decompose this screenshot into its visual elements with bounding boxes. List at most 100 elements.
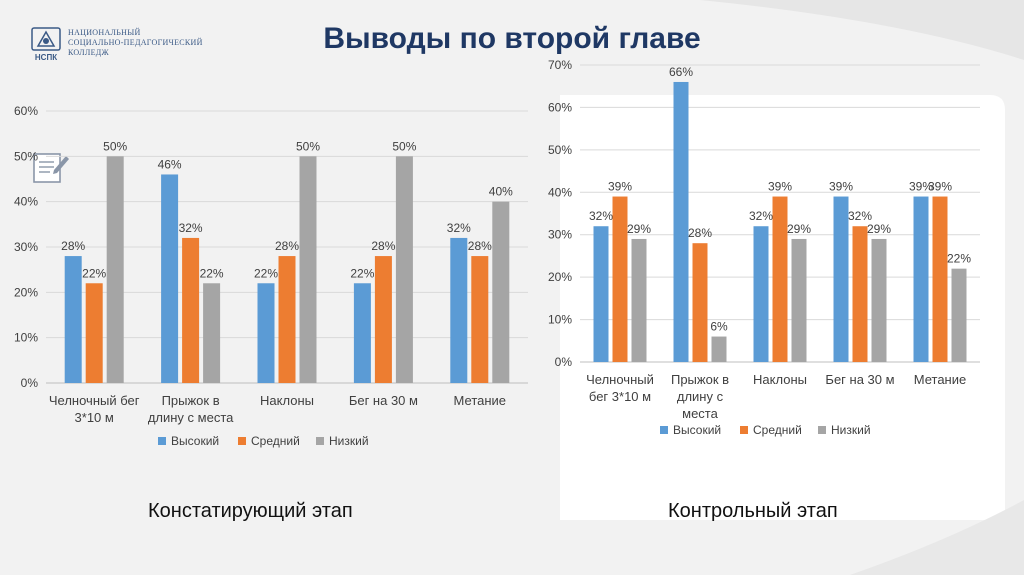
y-tick-label: 20% <box>548 270 572 284</box>
logo-emblem: НСПК <box>31 27 61 62</box>
legend-swatch <box>740 426 748 434</box>
y-tick-label: 70% <box>548 58 572 72</box>
x-tick-label: Челночный <box>586 372 654 387</box>
data-label: 28% <box>688 226 712 240</box>
legend-swatch <box>818 426 826 434</box>
data-label: 28% <box>275 239 299 253</box>
legend-label: Средний <box>251 434 300 448</box>
bar <box>833 196 849 362</box>
chart-constating-stage: 0% 10% 20% 30% 40% 50% 60% 28% 22% 50% Челночный б… <box>14 104 528 448</box>
data-label: 22% <box>254 266 278 280</box>
bar <box>492 201 510 383</box>
x-tick-label: места <box>682 406 718 421</box>
data-label: 28% <box>468 239 492 253</box>
bar <box>85 283 103 383</box>
bar <box>278 256 296 383</box>
data-label: 32% <box>179 221 203 235</box>
y-tick-label: 10% <box>14 331 38 345</box>
y-tick-label: 30% <box>14 240 38 254</box>
bar <box>471 256 489 383</box>
legend-label: Высокий <box>171 434 219 448</box>
x-tick-label: бег 3*10 м <box>589 389 651 404</box>
data-label: 32% <box>447 221 471 235</box>
logo-abbr: НСПК <box>35 53 57 62</box>
x-tick-label: Прыжок в <box>671 372 729 387</box>
y-tick-label: 10% <box>548 313 572 327</box>
y-tick-label: 50% <box>14 149 38 163</box>
data-label: 39% <box>608 180 632 194</box>
y-tick-label: 50% <box>548 143 572 157</box>
y-tick-label: 0% <box>555 355 573 369</box>
data-label: 39% <box>829 180 853 194</box>
data-label: 29% <box>867 222 891 236</box>
college-logo: НСПК НАЦИОНАЛЬНЫЙ СОЦИАЛЬНО-ПЕДАГОГИЧЕСК… <box>30 26 230 66</box>
bar <box>951 268 967 362</box>
legend-label: Средний <box>753 423 802 437</box>
x-tick-label: Наклоны <box>753 372 807 387</box>
bar <box>791 238 807 362</box>
data-label: 50% <box>296 139 320 153</box>
legend-label: Высокий <box>673 423 721 437</box>
bar <box>374 256 392 383</box>
bar <box>711 336 727 362</box>
bar <box>692 243 708 362</box>
data-label: 66% <box>669 65 693 79</box>
bar <box>673 81 689 362</box>
x-tick-label: Бег на 30 м <box>349 393 418 408</box>
data-label: 46% <box>158 157 182 171</box>
bar <box>612 196 628 362</box>
bar <box>203 283 221 383</box>
x-tick-label: Прыжок в <box>162 393 220 408</box>
data-label: 32% <box>589 209 613 223</box>
legend-swatch <box>158 437 166 445</box>
bar <box>395 156 413 383</box>
y-tick-label: 30% <box>548 228 572 242</box>
data-label: 50% <box>392 139 416 153</box>
bar <box>913 196 929 362</box>
legend-label: Низкий <box>329 434 369 448</box>
legend-label: Низкий <box>831 423 871 437</box>
x-tick-label: 3*10 м <box>75 410 114 425</box>
data-label: 32% <box>749 209 773 223</box>
page-title: Выводы по второй главе <box>323 22 701 55</box>
bar <box>257 283 275 383</box>
x-tick-label: длину с места <box>148 410 234 425</box>
logo-line-2: СОЦИАЛЬНО-ПЕДАГОГИЧЕСКИЙ <box>68 38 203 47</box>
x-tick-label: Челночный бег <box>49 393 140 408</box>
bar <box>353 283 371 383</box>
logo-line-1: НАЦИОНАЛЬНЫЙ <box>68 28 141 37</box>
bar <box>182 237 200 383</box>
logo-line-3: КОЛЛЕДЖ <box>68 48 109 57</box>
data-label: 39% <box>928 180 952 194</box>
y-tick-label: 40% <box>548 185 572 199</box>
bar <box>753 226 769 362</box>
x-tick-label: Наклоны <box>260 393 314 408</box>
x-tick-label: Метание <box>454 393 506 408</box>
bar <box>593 226 609 362</box>
x-tick-label: длину с <box>677 389 724 404</box>
y-tick-label: 60% <box>548 100 572 114</box>
caption-right: Контрольный этап <box>668 500 838 522</box>
caption-left: Констатирующий этап <box>148 500 353 522</box>
data-label: 22% <box>82 266 106 280</box>
data-label: 29% <box>787 222 811 236</box>
y-tick-label: 0% <box>21 376 39 390</box>
bar <box>631 238 647 362</box>
legend-swatch <box>660 426 668 434</box>
data-label: 28% <box>61 239 85 253</box>
bar <box>64 256 82 383</box>
y-tick-label: 20% <box>14 285 38 299</box>
data-label: 6% <box>710 320 728 334</box>
data-label: 29% <box>627 222 651 236</box>
data-label: 28% <box>371 239 395 253</box>
bar <box>161 174 179 383</box>
data-label: 39% <box>768 180 792 194</box>
legend-swatch <box>238 437 246 445</box>
legend-swatch <box>316 437 324 445</box>
bar <box>772 196 788 362</box>
y-tick-label: 40% <box>14 195 38 209</box>
x-tick-label: Метание <box>914 372 966 387</box>
data-label: 32% <box>848 209 872 223</box>
note-edit-icon <box>33 153 69 183</box>
bar <box>852 226 868 362</box>
